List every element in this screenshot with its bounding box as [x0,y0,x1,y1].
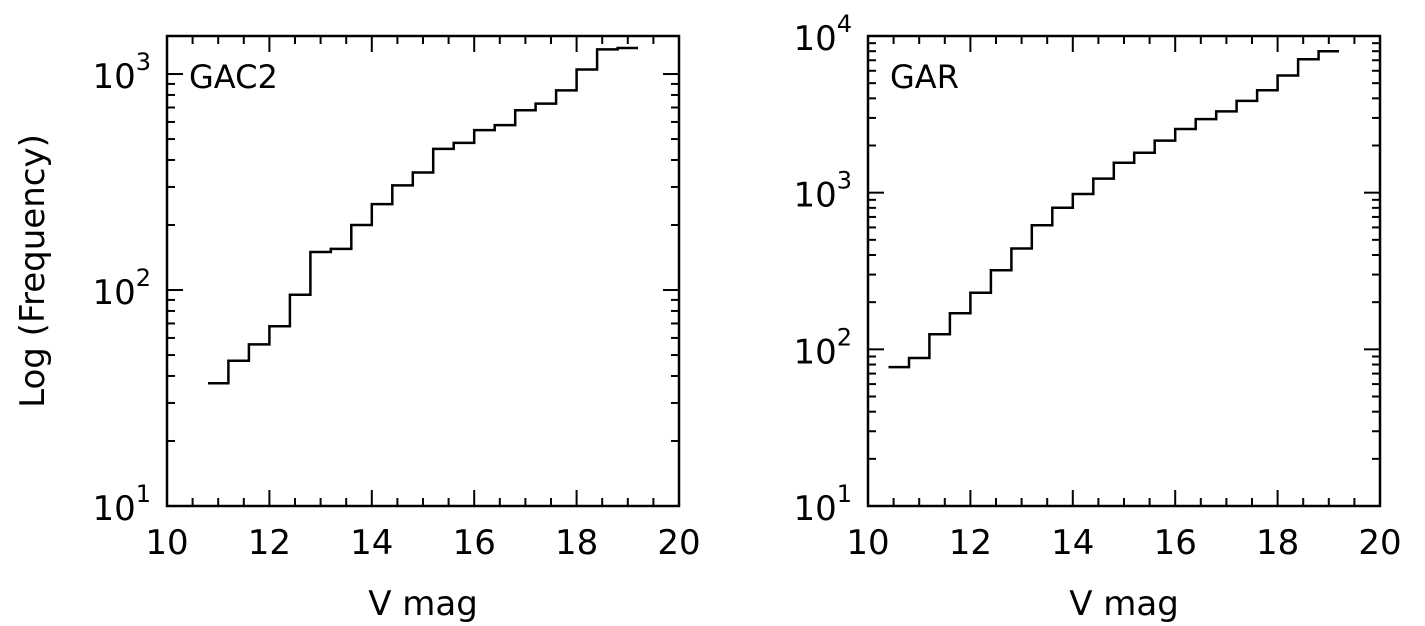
gac2-x-tick-label: 14 [350,523,393,563]
gar-plot-frame [866,34,1382,508]
gar-y-tick-label: 102 [793,323,852,372]
gar-x-tick-label: 14 [1051,523,1094,563]
gac2-panel-label: GAC2 [189,58,278,96]
gac2-x-tick-label: 10 [145,523,188,563]
gar-x-tick-label: 10 [846,523,889,563]
gac2-panel: 10 12 14 16 18 20 101 102 103 GAC2 V mag Log (Frequ… [13,34,701,624]
gar-x-axis-title: V mag [1069,584,1179,624]
gac2-y-tick-label: 101 [92,480,151,529]
gac2-x-tick-label: 20 [657,523,700,563]
gac2-plot-frame [165,34,681,508]
gac2-y-axis-title: Log (Frequency) [13,134,53,408]
gac2-x-tick-label: 12 [248,523,291,563]
gar-panel-label: GAR [890,58,959,96]
gar-panel: 10 12 14 16 18 20 101 102 103 104 GAR V mag [793,10,1401,624]
gar-y-tick-label: 103 [793,167,852,216]
gac2-x-tick-label: 16 [453,523,496,563]
gac2-x-axis-title: V mag [368,584,478,624]
gac2-y-tick-label: 103 [92,48,151,97]
gar-x-tick-label: 16 [1154,523,1197,563]
gar-x-tick-label: 12 [949,523,992,563]
gac2-x-tick-label: 18 [555,523,598,563]
gac2-histogram-line [208,46,638,385]
gar-x-tick-label: 18 [1256,523,1299,563]
gac2-y-tick-label: 102 [92,264,151,313]
gar-x-tick-label: 20 [1358,523,1401,563]
gar-histogram-line [888,49,1339,369]
gar-y-tick-label: 101 [793,480,852,529]
gar-y-tick-label: 104 [793,10,852,59]
